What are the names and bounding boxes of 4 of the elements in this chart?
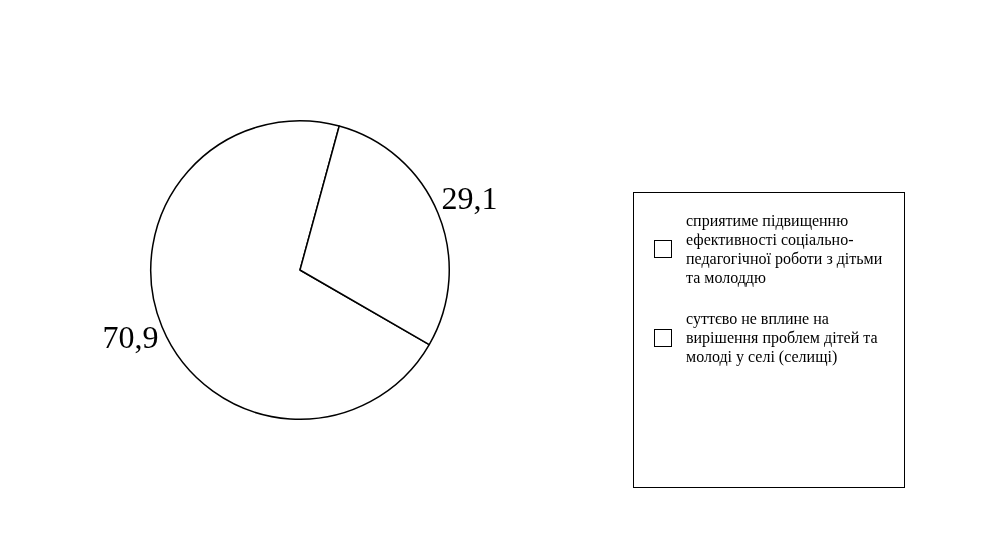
data-label: 70,9 [102,319,159,356]
data-label: 29,1 [441,179,498,216]
legend-label: сприятиме підвищенню ефективності соціально-педагогічної роботи з дітьми та молоддю [686,211,884,287]
legend-label: суттєво не вплине на вирішення проблем дітей та молоді у селі (селищі) [686,309,879,366]
